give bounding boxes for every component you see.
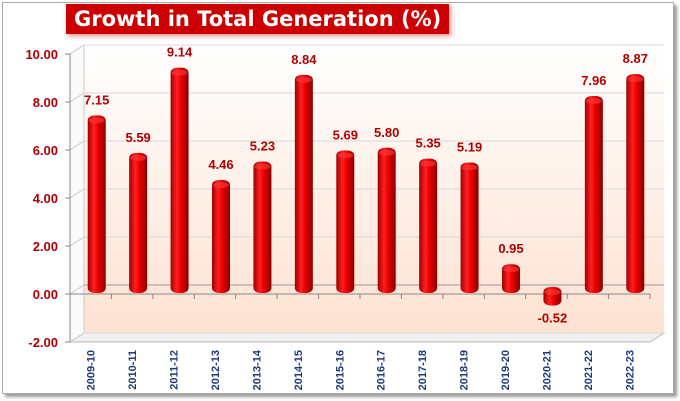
gridline-diagonal [69,188,85,199]
bar-2016-17: 5.80 [374,125,399,293]
bar-top [171,69,188,76]
bar-top [337,152,354,159]
bar-top [544,289,561,295]
data-label: 5.23 [250,138,275,153]
data-label: 0.95 [498,241,523,256]
bar [294,74,313,293]
y-tick-label: 8.00 [33,95,58,110]
y-tick-label: -2.00 [28,335,58,350]
x-tick-label: 2022-23 [624,350,636,390]
gridline-diagonal [69,284,85,295]
data-label: 5.80 [374,125,399,140]
gridline-diagonal [69,236,85,247]
x-tick-label: 2015-16 [334,350,346,390]
x-tick-label: 2018-19 [459,350,471,390]
x-tick-label: 2009-10 [86,350,98,390]
bar-2011-12: 9.14 [167,45,193,293]
gridline-diagonal [69,44,85,55]
bar [336,150,355,293]
data-label: 5.35 [415,136,440,151]
bar-top [213,181,229,188]
x-tick-label: 2013-14 [251,349,263,390]
bar-top [88,117,105,124]
bar-2020-21: -0.52 [538,287,568,325]
x-tick-label: 2011-12 [169,350,181,390]
y-tick-label: 6.00 [33,143,58,158]
x-tick-label: 2017-18 [417,350,429,390]
data-label: 5.59 [125,130,150,145]
bar [170,67,189,293]
bar-top [585,97,602,104]
y-tick-label: 2.00 [33,239,58,254]
x-tick-label: 2020-21 [541,350,553,390]
bar [212,179,230,293]
floor [68,332,666,343]
x-tick-label: 2010-11 [127,350,139,390]
gridline-diagonal [69,140,85,151]
bar-top [627,76,644,83]
data-label: 9.14 [167,45,193,60]
bar [626,74,645,294]
bar [377,147,396,293]
bar [87,115,106,294]
gridline-diagonal [69,332,85,343]
bar [419,158,438,293]
bar-2021-22: 7.96 [581,73,607,294]
x-tick-label: 2021-22 [583,350,595,390]
data-label: 4.46 [208,157,233,172]
bar-2015-16: 5.69 [333,127,358,293]
bar-top [420,160,437,167]
bar [253,161,272,293]
bar-top [254,163,271,170]
bar-top [503,266,519,273]
x-tick-label: 2012-13 [210,350,222,390]
chart-title: Growth in Total Generation (%) [66,4,450,34]
x-tick-label: 2019-20 [500,350,512,390]
data-label: 7.15 [84,92,109,107]
bar [584,95,603,294]
bar-2017-18: 5.35 [415,136,441,293]
bar-2013-14: 5.23 [250,138,275,293]
x-tick-label: 2014-15 [293,350,305,390]
y-tick-label: 4.00 [33,191,58,206]
x-tick-label: 2016-17 [376,350,388,390]
bar-2018-19: 5.19 [457,139,482,293]
gridline-diagonal [69,92,85,103]
bar-2022-23: 8.87 [623,51,648,294]
bar-2010-11: 5.59 [125,130,151,293]
bar-2009-10: 7.15 [84,92,109,294]
bar [460,162,479,293]
bar-2012-13: 4.46 [208,157,234,293]
bar-top [378,149,395,156]
data-label: 7.96 [581,73,606,88]
data-label: 8.87 [623,51,648,66]
data-label: 5.19 [457,139,482,154]
bar [129,152,148,293]
data-label: 5.69 [333,127,358,142]
bar-top [295,76,312,83]
y-tick-label: 0.00 [33,287,58,302]
y-tick-label: 10.00 [25,47,58,62]
bar-top [461,164,478,171]
bar-2019-20: 0.95 [498,241,524,293]
data-label: 8.84 [291,52,317,67]
bar-2014-15: 8.84 [291,52,317,293]
bar-top [130,154,147,161]
data-label: -0.52 [538,310,568,325]
